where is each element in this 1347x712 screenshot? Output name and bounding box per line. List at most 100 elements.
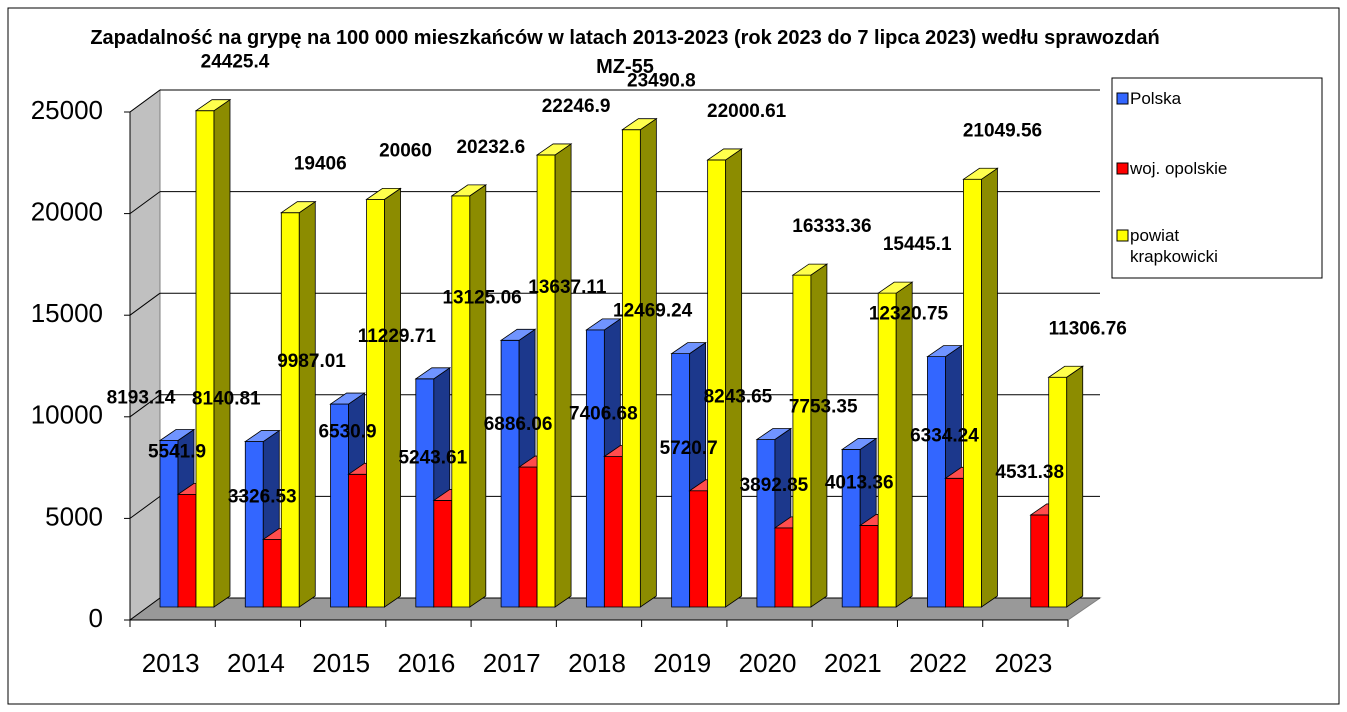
x-tick-label: 2017 bbox=[483, 648, 541, 678]
bar-face bbox=[792, 274, 812, 608]
bar bbox=[1047, 365, 1085, 608]
data-label: 20060 bbox=[379, 140, 432, 161]
x-tick-label: 2019 bbox=[653, 648, 711, 678]
bar-face bbox=[603, 456, 623, 608]
data-label: 6334.24 bbox=[910, 425, 979, 446]
grid-line bbox=[129, 292, 161, 316]
x-tick-label: 2015 bbox=[312, 648, 370, 678]
bar-face bbox=[670, 342, 707, 355]
data-label: 9987.01 bbox=[277, 351, 346, 372]
bar bbox=[535, 143, 573, 608]
data-label: 13125.06 bbox=[442, 287, 521, 308]
data-label: 24425.4 bbox=[201, 52, 270, 73]
y-tick-label: 10000 bbox=[31, 400, 103, 430]
grid-line bbox=[129, 597, 161, 621]
data-label: 19406 bbox=[294, 154, 347, 175]
data-label: 5243.61 bbox=[398, 447, 467, 468]
bar-face bbox=[450, 184, 488, 197]
bar-face bbox=[755, 428, 793, 440]
chart-title: Zapadalność na grypę na 100 000 mieszkań… bbox=[90, 27, 1160, 78]
bar-face bbox=[499, 328, 537, 341]
bar-face bbox=[384, 187, 401, 608]
bar bbox=[279, 200, 317, 608]
bar-face bbox=[810, 263, 828, 608]
bar-face bbox=[280, 212, 300, 608]
legend-label: Polska bbox=[1130, 89, 1182, 108]
bar-face bbox=[554, 143, 572, 608]
bar-face bbox=[195, 110, 215, 608]
bar-face bbox=[927, 356, 946, 608]
bar-face bbox=[621, 129, 641, 608]
data-label: 5720.7 bbox=[660, 438, 718, 459]
bar-face bbox=[329, 392, 366, 405]
data-label: 7406.68 bbox=[569, 404, 638, 425]
grid-line bbox=[129, 89, 161, 113]
bar-face bbox=[158, 429, 196, 441]
bar bbox=[670, 341, 707, 608]
bar bbox=[450, 184, 488, 608]
bar-face bbox=[689, 490, 709, 608]
bar-face bbox=[981, 167, 998, 608]
data-label: 20232.6 bbox=[456, 137, 525, 158]
bar bbox=[791, 263, 829, 608]
bar bbox=[962, 167, 999, 608]
bar-face bbox=[876, 281, 914, 294]
bar bbox=[365, 187, 402, 608]
y-tick-label: 25000 bbox=[31, 95, 103, 125]
bar-face bbox=[945, 477, 964, 608]
bar-face bbox=[791, 263, 829, 276]
bar-face bbox=[707, 159, 727, 608]
y-tick-label: 5000 bbox=[45, 501, 103, 531]
legend-swatch bbox=[1116, 229, 1129, 242]
x-tick-label: 2023 bbox=[994, 648, 1052, 678]
bar-face bbox=[1066, 365, 1084, 608]
bar-face bbox=[451, 195, 471, 608]
x-tick-label: 2014 bbox=[227, 648, 285, 678]
data-label: 15445.1 bbox=[883, 234, 952, 255]
bar bbox=[876, 281, 914, 608]
bar-face bbox=[262, 539, 282, 608]
bar-face bbox=[298, 200, 316, 608]
data-label: 8140.81 bbox=[192, 389, 261, 410]
data-label: 11306.76 bbox=[1049, 318, 1127, 339]
legend-box bbox=[1111, 77, 1323, 279]
x-tick-label: 2013 bbox=[142, 648, 200, 678]
bar-face bbox=[414, 367, 452, 380]
bar-face bbox=[518, 466, 538, 608]
data-label: 23490.8 bbox=[627, 71, 696, 92]
bar-face bbox=[535, 143, 573, 156]
bar bbox=[621, 117, 658, 608]
bar-face bbox=[177, 493, 197, 608]
bar-face bbox=[159, 440, 179, 608]
legend-label: woj. opolskie bbox=[1130, 159, 1228, 178]
bar-face bbox=[243, 430, 281, 442]
bar-face bbox=[725, 148, 743, 608]
data-label: 12320.75 bbox=[869, 304, 949, 325]
bar-face bbox=[500, 339, 520, 608]
bar-face bbox=[859, 525, 879, 608]
data-label: 11229.71 bbox=[358, 326, 437, 347]
legend-label: powiat krapkowicki bbox=[1130, 226, 1218, 266]
bar bbox=[194, 98, 232, 608]
bar-face bbox=[756, 439, 776, 608]
y-tick-label: 15000 bbox=[31, 298, 103, 328]
bar-face bbox=[365, 187, 402, 200]
bar-face bbox=[415, 378, 435, 608]
data-label: 22246.9 bbox=[542, 96, 611, 117]
bar-face bbox=[963, 178, 982, 608]
data-label: 7753.35 bbox=[789, 396, 858, 417]
y-tick-label: 0 bbox=[89, 603, 103, 633]
bar-face bbox=[433, 500, 453, 608]
grid-line bbox=[129, 191, 161, 215]
bar-face bbox=[926, 345, 963, 358]
legend-swatch bbox=[1116, 92, 1129, 105]
data-label: 5541.9 bbox=[148, 441, 206, 462]
data-label: 16333.36 bbox=[792, 216, 871, 237]
bar-face bbox=[962, 167, 999, 180]
x-tick-label: 2016 bbox=[398, 648, 456, 678]
bar-face bbox=[706, 148, 743, 161]
bar-face bbox=[840, 438, 878, 450]
bar-face bbox=[621, 118, 658, 131]
